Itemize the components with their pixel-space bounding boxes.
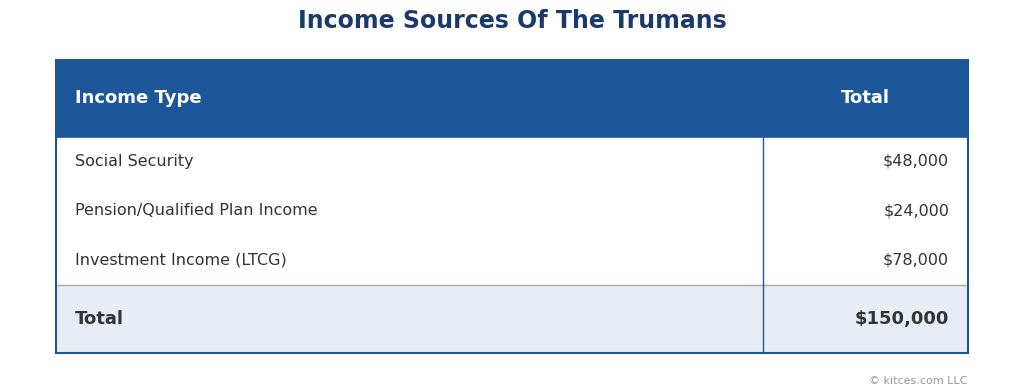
Text: $24,000: $24,000 [884, 203, 949, 218]
Text: Income Type: Income Type [75, 89, 202, 108]
Text: $150,000: $150,000 [855, 310, 949, 328]
Text: $48,000: $48,000 [883, 154, 949, 169]
Bar [56, 60, 968, 136]
Text: Investment Income (LTCG): Investment Income (LTCG) [75, 252, 287, 268]
Bar [56, 136, 968, 285]
Bar [56, 285, 968, 353]
Text: Pension/Qualified Plan Income: Pension/Qualified Plan Income [75, 203, 317, 218]
Text: Total: Total [841, 89, 890, 108]
Text: Social Security: Social Security [75, 154, 194, 169]
Text: Income Sources Of The Trumans: Income Sources Of The Trumans [298, 9, 726, 34]
Text: © kitces.com LLC: © kitces.com LLC [869, 376, 968, 386]
Text: Total: Total [75, 310, 124, 328]
Bar [56, 60, 968, 353]
Text: $78,000: $78,000 [883, 252, 949, 268]
